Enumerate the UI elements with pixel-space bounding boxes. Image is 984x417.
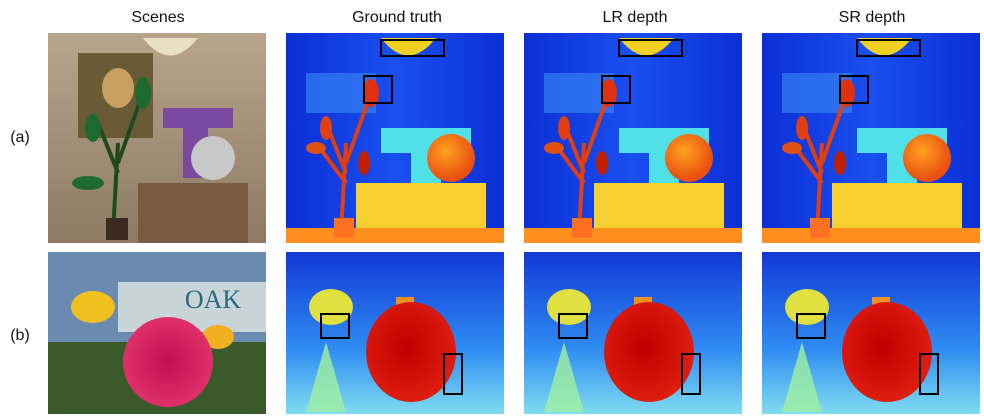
depth-map (524, 252, 742, 414)
depth-map (524, 33, 742, 243)
figure: Scenes Ground truth LR depth SR depth (a… (0, 0, 984, 417)
depth-map (286, 252, 504, 414)
scene-b: OAK (48, 252, 266, 414)
column-header: LR depth (603, 9, 668, 26)
depth-map (286, 33, 504, 243)
column-header: Ground truth (352, 9, 442, 26)
scene-a (48, 33, 266, 243)
row-label: (a) (10, 129, 30, 146)
column-header: SR depth (839, 9, 906, 26)
row-label: (b) (10, 327, 30, 344)
depth-map (762, 33, 980, 243)
column-header: Scenes (131, 9, 184, 26)
depth-map (762, 252, 980, 414)
sign-text: OAK (185, 285, 242, 314)
